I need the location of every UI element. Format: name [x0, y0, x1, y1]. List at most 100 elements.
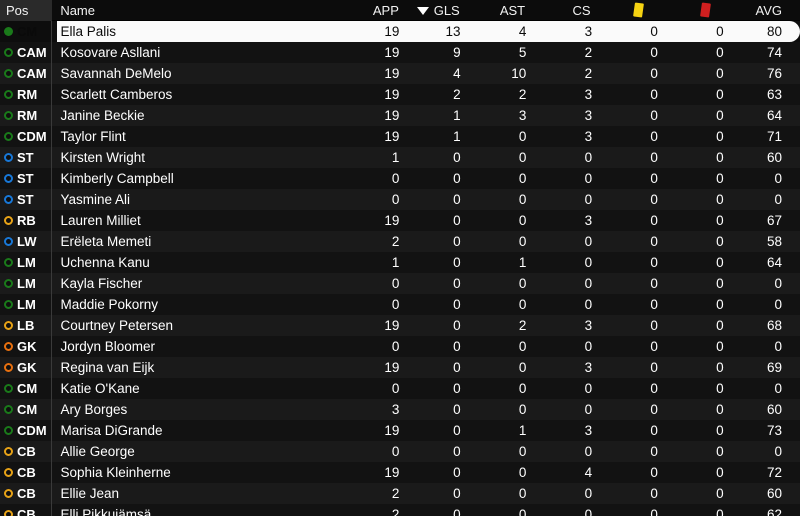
table-row[interactable]: CDM Taylor Flint 19 1 0 3 0 0 71: [0, 126, 800, 147]
cell-ast: 0: [518, 192, 527, 207]
cell-position: CDM: [0, 420, 53, 441]
sort-descending-icon: [416, 7, 429, 15]
cell-position-label: LM: [17, 255, 36, 270]
cell-player-name: Kosovare Asllani: [60, 45, 161, 60]
cell-yel: 0: [650, 45, 658, 60]
table-row[interactable]: LB Courtney Petersen 19 0 2 3 0 0 68: [0, 315, 800, 336]
table-row[interactable]: ST Yasmine Ali 0 0 0 0 0 0 0: [0, 189, 800, 210]
cell-position: ST: [0, 147, 53, 168]
cell-position-label: CB: [17, 444, 36, 459]
cell-avg: 0: [774, 339, 783, 354]
cell-player-name: Kirsten Wright: [60, 150, 146, 165]
cell-yel: 0: [650, 150, 658, 165]
cell-avg: 0: [774, 381, 783, 396]
column-header-name-label: Name: [60, 2, 95, 18]
column-header-name[interactable]: Name: [52, 0, 335, 21]
table-row[interactable]: CDM Marisa DiGrande 19 0 1 3 0 0 73: [0, 420, 800, 441]
table-row[interactable]: LM Maddie Pokorny 0 0 0 0 0 0 0: [0, 294, 800, 315]
table-row[interactable]: CM Ary Borges 3 0 0 0 0 0 60: [0, 399, 800, 420]
cell-red: 0: [716, 234, 724, 249]
cell-ast: 0: [518, 129, 527, 144]
red-card-icon: [699, 2, 711, 18]
cell-avg: 63: [766, 87, 783, 102]
table-row[interactable]: CM Katie O'Kane 0 0 0 0 0 0 0: [0, 378, 800, 399]
table-row[interactable]: ST Kimberly Campbell 0 0 0 0 0 0 0: [0, 168, 800, 189]
table-row[interactable]: RB Lauren Milliet 19 0 0 3 0 0 67: [0, 210, 800, 231]
cell-cs: 3: [584, 318, 593, 333]
position-color-dot-icon: [4, 69, 13, 78]
table-row[interactable]: CAM Kosovare Asllani 19 9 5 2 0 0 74: [0, 42, 800, 63]
column-header-yellow-cards[interactable]: [591, 0, 658, 21]
cell-player-name: Uchenna Kanu: [60, 255, 150, 270]
cell-cs: 4: [584, 465, 593, 480]
cell-app: 0: [391, 192, 400, 207]
position-color-dot-icon: [4, 195, 13, 204]
cell-position: CM: [0, 21, 53, 42]
column-header-ast[interactable]: AST: [460, 0, 525, 21]
table-row[interactable]: CAM Savannah DeMelo 19 4 10 2 0 0 76: [0, 63, 800, 84]
cell-avg: 60: [766, 486, 783, 501]
table-row[interactable]: CB Allie George 0 0 0 0 0 0 0: [0, 441, 800, 462]
cell-cs: 0: [584, 150, 593, 165]
column-header-app[interactable]: APP: [335, 0, 399, 21]
table-row[interactable]: CB Elli Pikkujämsä 2 0 0 0 0 0 62: [0, 504, 800, 516]
cell-position-label: LB: [17, 318, 35, 333]
table-row[interactable]: GK Jordyn Bloomer 0 0 0 0 0 0 0: [0, 336, 800, 357]
cell-position-label: CAM: [17, 45, 47, 60]
cell-position-label: LM: [17, 276, 36, 291]
cell-avg: 73: [766, 423, 783, 438]
cell-yel: 0: [650, 192, 658, 207]
cell-position: ST: [0, 168, 53, 189]
table-row[interactable]: RM Janine Beckie 19 1 3 3 0 0 64: [0, 105, 800, 126]
table-row[interactable]: GK Regina van Eijk 19 0 0 3 0 0 69: [0, 357, 800, 378]
position-color-dot-icon: [4, 279, 13, 288]
cell-yel: 0: [650, 318, 658, 333]
cell-ast: 0: [518, 213, 527, 228]
cell-yel: 0: [650, 234, 658, 249]
table-row[interactable]: LM Kayla Fischer 0 0 0 0 0 0 0: [0, 273, 800, 294]
table-row[interactable]: ST Kirsten Wright 1 0 0 0 0 0 60: [0, 147, 800, 168]
cell-ast: 0: [518, 150, 527, 165]
cell-app: 19: [384, 423, 400, 438]
table-row[interactable]: CM Ella Palis 19 13 4 3 0 0 80: [0, 21, 800, 42]
cell-red: 0: [716, 24, 724, 39]
column-header-pos[interactable]: Pos: [0, 0, 53, 21]
cell-player-name: Sophia Kleinherne: [60, 465, 171, 480]
cell-red: 0: [716, 108, 724, 123]
table-row[interactable]: CB Ellie Jean 2 0 0 0 0 0 60: [0, 483, 800, 504]
cell-red: 0: [716, 486, 724, 501]
cell-cs: 0: [584, 297, 593, 312]
table-row[interactable]: LW Erëleta Memeti 2 0 0 0 0 0 58: [0, 231, 800, 252]
cell-position: CM: [0, 378, 53, 399]
cell-position: CDM: [0, 126, 53, 147]
column-header-ast-label: AST: [499, 2, 526, 18]
column-header-red-cards[interactable]: [657, 0, 724, 21]
cell-avg: 60: [766, 402, 783, 417]
table-row[interactable]: RM Scarlett Camberos 19 2 2 3 0 0 63: [0, 84, 800, 105]
cell-red: 0: [716, 318, 724, 333]
column-header-gls[interactable]: GLS: [399, 0, 460, 21]
cell-position: CM: [0, 399, 53, 420]
column-header-avg[interactable]: AVG: [724, 0, 800, 21]
cell-gls: 13: [445, 24, 461, 39]
column-header-cs[interactable]: CS: [525, 0, 590, 21]
cell-gls: 0: [453, 381, 461, 396]
cell-player-name: Regina van Eijk: [60, 360, 155, 375]
cell-app: 19: [384, 45, 400, 60]
table-row[interactable]: LM Uchenna Kanu 1 0 1 0 0 0 64: [0, 252, 800, 273]
cell-avg: 74: [766, 45, 783, 60]
cell-yel: 0: [650, 213, 658, 228]
cell-avg: 0: [774, 276, 783, 291]
cell-cs: 3: [584, 87, 593, 102]
cell-position-label: CM: [17, 24, 38, 39]
position-color-dot-icon: [4, 90, 13, 99]
cell-position-label: ST: [17, 192, 34, 207]
table-row[interactable]: CB Sophia Kleinherne 19 0 0 4 0 0 72: [0, 462, 800, 483]
cell-app: 19: [384, 213, 400, 228]
position-color-dot-icon: [4, 258, 13, 267]
cell-cs: 0: [584, 486, 593, 501]
cell-app: 19: [384, 87, 400, 102]
cell-ast: 2: [518, 87, 527, 102]
column-header-avg-label: AVG: [755, 2, 782, 18]
